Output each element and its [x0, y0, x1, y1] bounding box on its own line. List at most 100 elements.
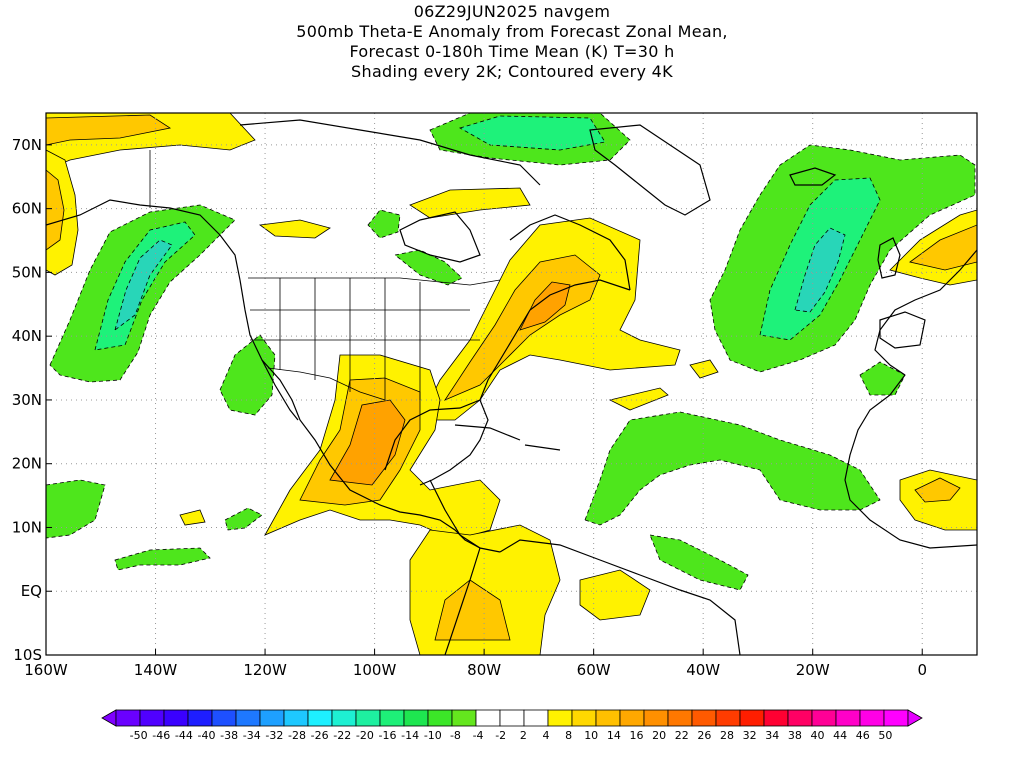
colorbar-label: -40 — [198, 729, 216, 742]
colorbar-swatch — [163, 709, 189, 727]
colorbar-swatch — [379, 709, 405, 727]
colorbar-label: -26 — [311, 729, 329, 742]
colorbar-swatch — [643, 709, 669, 727]
political-borders — [149, 150, 501, 401]
coast-africa — [844, 374, 977, 549]
title-run-info: 06Z29JUN2025 navgem — [413, 2, 611, 21]
colorbar-swatch — [451, 709, 477, 727]
lon-tick-label: 140W — [134, 661, 178, 679]
colorbar-label: 22 — [675, 729, 689, 742]
border-us-states-grid — [250, 278, 480, 400]
colorbar-label: -38 — [220, 729, 238, 742]
warm-area-alaska-core — [46, 114, 172, 146]
colorbar-low-arrow — [101, 709, 117, 727]
map-frame — [45, 112, 978, 656]
warm-area-guiana — [579, 569, 651, 621]
colorbar-label: 4 — [542, 729, 549, 742]
cold-area-hudson — [367, 209, 401, 239]
colorbar-swatch — [787, 709, 813, 727]
lat-tick-label: 50N — [12, 263, 42, 281]
colorbar-swatch — [571, 709, 597, 727]
colorbar-label: -2 — [495, 729, 506, 742]
colorbar-swatch — [811, 709, 837, 727]
coast-uk — [877, 237, 901, 279]
cold-area-ne-pacific-core — [114, 239, 173, 332]
colorbar-label: -50 — [130, 729, 148, 742]
lat-tick-label: 10S — [13, 646, 42, 664]
colorbar-swatch — [307, 709, 333, 727]
colorbar-swatch — [235, 709, 261, 727]
coast-south-america — [499, 539, 741, 655]
coast-hudson — [399, 211, 481, 263]
colorbar-swatch — [523, 709, 549, 727]
warm-area-europe-core — [909, 224, 977, 271]
colorbar-swatch — [499, 709, 525, 727]
colorbar: -50 -46 -44 -40 -38 -34 -32 -28 -26 -22 -20 -16 -14-… — [101, 709, 923, 742]
coast-gulf — [384, 399, 489, 486]
lat-tick-label: 10N — [12, 518, 42, 536]
colorbar-swatch — [139, 709, 165, 727]
colorbar-swatch — [259, 709, 285, 727]
cold-area-central-pacific — [46, 479, 106, 539]
latitude-axis: 70N 60N 50N 40N 30N 20N 10N EQ 10S — [12, 136, 52, 664]
colorbar-swatch — [355, 709, 381, 727]
map-plot-area — [46, 113, 977, 655]
colorbar-label: -28 — [288, 729, 306, 742]
lat-tick-label: 20N — [12, 455, 42, 473]
colorbar-label: -44 — [175, 729, 193, 742]
colorbar-label: -16 — [379, 729, 397, 742]
title-variable: 500mb Theta-E Anomaly from Forecast Zona… — [296, 22, 728, 41]
lon-tick-label: 80W — [467, 661, 501, 679]
colorbar-label: 28 — [720, 729, 734, 742]
warm-area-canada-west — [258, 219, 331, 239]
coast-us-west — [239, 279, 481, 549]
coast-us-east — [479, 279, 631, 401]
lon-tick-label: 0 — [917, 661, 927, 679]
colorbar-swatch — [763, 709, 789, 727]
colorbar-label: 20 — [652, 729, 666, 742]
warm-area-labrador — [409, 187, 531, 219]
lat-tick-label: 40N — [12, 327, 42, 345]
lon-tick-label: 100W — [353, 661, 397, 679]
border-us-canada — [248, 277, 501, 286]
colorbar-label: 38 — [788, 729, 802, 742]
cold-area-arctic-core — [458, 115, 606, 151]
lat-tick-label: 30N — [12, 391, 42, 409]
colorbar-swatch — [859, 709, 885, 727]
colorbar-label: 32 — [743, 729, 757, 742]
colorbar-swatch — [883, 709, 909, 727]
cold-area-nw-brazil — [649, 534, 749, 591]
cold-area-gulf-of-california — [219, 334, 276, 416]
coast-central-america — [429, 479, 501, 553]
colorbar-label: -46 — [152, 729, 170, 742]
colorbar-swatch — [115, 709, 141, 727]
colorbar-swatch — [547, 709, 573, 727]
colorbar-label: 44 — [833, 729, 847, 742]
coastlines — [46, 119, 977, 655]
colorbar-swatch — [331, 709, 357, 727]
lon-tick-label: 120W — [243, 661, 287, 679]
colorbar-swatch — [835, 709, 861, 727]
colorbar-swatch — [475, 709, 501, 727]
title-shading-note: Shading every 2K; Contoured every 4K — [351, 62, 673, 81]
colorbar-label: -20 — [356, 729, 374, 742]
lon-tick-label: 40W — [686, 661, 720, 679]
warm-area-east-pacific — [179, 509, 206, 526]
colorbar-label: 26 — [697, 729, 711, 742]
lat-tick-label: 70N — [12, 136, 42, 154]
lat-tick-label: EQ — [21, 582, 42, 600]
lon-tick-label: 160W — [24, 661, 68, 679]
longitude-axis: 160W 140W 120W 100W 80W 60W 40W 20W 0 — [24, 649, 927, 679]
colorbar-label: -14 — [401, 729, 419, 742]
warm-area-west-pacific-core — [46, 169, 65, 251]
lat-tick-label: 60N — [12, 200, 42, 218]
coast-greenland — [589, 124, 711, 216]
warm-area-eastern-us-core — [519, 281, 571, 331]
warm-area-mid-atlantic — [689, 359, 719, 379]
cold-area-west-africa — [859, 361, 906, 396]
colorbar-label: -4 — [473, 729, 484, 742]
colorbar-label: -22 — [333, 729, 351, 742]
colorbar-label: 46 — [856, 729, 870, 742]
map-title: 06Z29JUN2025 navgem 500mb Theta-E Anomal… — [0, 2, 1024, 82]
lon-tick-label: 60W — [577, 661, 611, 679]
